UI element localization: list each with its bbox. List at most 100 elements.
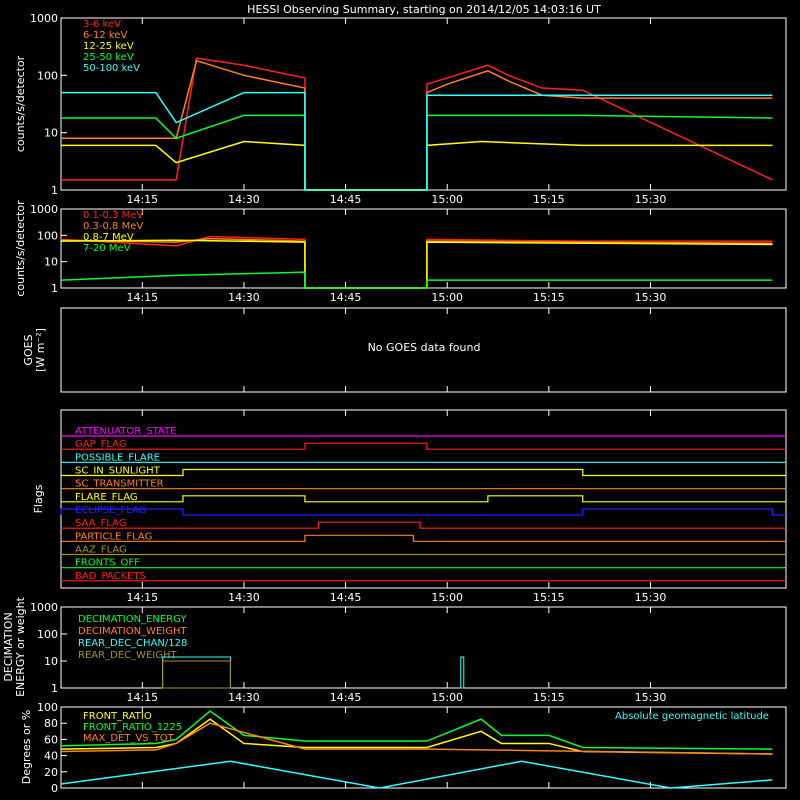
x-tick-label: 15:00 bbox=[431, 291, 463, 304]
y-tick-label: 0 bbox=[51, 782, 58, 795]
y-axis-label: counts/s/detector bbox=[14, 55, 27, 152]
flag-label: AAZ_FLAG bbox=[75, 545, 127, 556]
legend-item: 12-25 keV bbox=[83, 41, 134, 52]
rear-dec-weight-box bbox=[162, 660, 231, 689]
flag-label: FLARE_FLAG bbox=[75, 492, 138, 503]
legend-item: 0.1-0.3 MeV bbox=[83, 210, 143, 221]
y-axis-label: counts/s/detector bbox=[14, 200, 27, 297]
series-line-0-8-7-mev bbox=[60, 239, 773, 289]
y-tick-label: 10 bbox=[44, 127, 58, 140]
y-tick-label: 1000 bbox=[30, 12, 58, 25]
flag-line bbox=[61, 495, 786, 503]
x-tick-label: 14:15 bbox=[126, 193, 158, 206]
x-tick-label: 14:45 bbox=[330, 591, 362, 604]
flag-label: ECLIPSE_FLAG bbox=[75, 505, 146, 516]
series-line-3-6-kev bbox=[61, 57, 773, 191]
x-tick-label: 15:15 bbox=[533, 691, 565, 704]
legend-item: 0.3-0.8 MeV bbox=[83, 221, 143, 232]
panel-frame-p5 bbox=[60, 606, 787, 689]
flag-label: ATTENUATOR_STATE bbox=[75, 426, 176, 437]
y-tick-label: 100 bbox=[37, 628, 58, 641]
flag-line bbox=[61, 534, 786, 542]
flag-line bbox=[61, 468, 786, 477]
legend-item: FRONT_RATIO bbox=[83, 711, 152, 722]
y-axis-label: Flags bbox=[32, 484, 45, 513]
y-tick-label: 100 bbox=[37, 69, 58, 82]
x-tick-label: 15:00 bbox=[431, 193, 463, 206]
x-tick-label: 15:30 bbox=[635, 591, 667, 604]
y-axis-label: Degrees or % bbox=[20, 710, 33, 784]
x-tick-label: 14:45 bbox=[330, 291, 362, 304]
x-tick-label: 15:30 bbox=[635, 291, 667, 304]
y-tick-label: 20 bbox=[44, 766, 58, 779]
x-tick-label: 15:30 bbox=[635, 193, 667, 206]
x-tick-label: 14:15 bbox=[126, 691, 158, 704]
panel-frame-p4 bbox=[60, 409, 787, 589]
x-tick-label: 15:00 bbox=[431, 591, 463, 604]
panel-frame-p3 bbox=[60, 307, 787, 393]
y-axis-label: DECIMATION bbox=[2, 612, 15, 681]
panel-frame-p6 bbox=[60, 706, 787, 789]
series-line-max-det-vs-tot bbox=[60, 722, 773, 755]
series-line-12-25-kev bbox=[61, 140, 773, 191]
legend-item: MAX_DET_VS_TOT bbox=[83, 733, 175, 744]
series-line-6-12-kev bbox=[61, 59, 773, 191]
y-tick-label: 1000 bbox=[30, 203, 58, 216]
x-tick-label: 14:30 bbox=[228, 291, 260, 304]
y-tick-label: 100 bbox=[37, 701, 58, 714]
flag-line bbox=[61, 521, 786, 529]
legend-item: 0.8-7 MeV bbox=[83, 232, 134, 243]
geomagnetic-latitude-label: Absolute geomagnetic latitude bbox=[615, 711, 769, 722]
legend-item: 6-12 keV bbox=[83, 30, 127, 41]
series-line-front-ratio-1225 bbox=[60, 710, 773, 750]
x-tick-label: 14:15 bbox=[126, 291, 158, 304]
x-tick-label: 14:30 bbox=[228, 691, 260, 704]
y-axis-label: ENERGY or weight bbox=[14, 596, 27, 696]
panels: 14:15 14:30 14:45 15:00 15:15 15:30 14:15 14:30… bbox=[2, 12, 787, 795]
y-tick-label: 80 bbox=[44, 717, 58, 730]
y-tick-label: 60 bbox=[44, 733, 58, 746]
legend-item: REAR_DEC_WEIGHT bbox=[78, 650, 177, 661]
y-tick-label: 1 bbox=[51, 184, 58, 197]
legend-item: DECIMATION_WEIGHT bbox=[78, 626, 187, 637]
x-tick-label: 14:15 bbox=[126, 591, 158, 604]
y-tick-label: 10 bbox=[44, 655, 58, 668]
x-tick-label: 14:30 bbox=[228, 591, 260, 604]
flag-label: SAA_FLAG bbox=[75, 518, 126, 529]
flag-label: FRONTS_OFF bbox=[75, 558, 140, 569]
legend-item: DECIMATION_ENERGY bbox=[78, 614, 187, 625]
y-tick-label: 10 bbox=[44, 256, 58, 269]
x-tick-label: 14:30 bbox=[228, 193, 260, 206]
y-tick-label: 100 bbox=[37, 229, 58, 242]
goes-message: No GOES data found bbox=[368, 341, 481, 354]
flag-label: GAP_FLAG bbox=[75, 439, 127, 450]
series-line-7-20-mev bbox=[60, 271, 773, 289]
x-tick-label: 14:45 bbox=[330, 691, 362, 704]
y-tick-label: 1 bbox=[51, 682, 58, 695]
flag-label: SC_IN_SUNLIGHT bbox=[75, 466, 161, 477]
y-tick-label: 1 bbox=[51, 282, 58, 295]
rear-dec-chan-spike bbox=[460, 656, 465, 689]
legend-item: 7-20 MeV bbox=[83, 243, 131, 254]
panel-frame-p1 bbox=[60, 17, 787, 191]
x-tick-label: 15:30 bbox=[635, 691, 667, 704]
legend-item: 3-6 keV bbox=[83, 19, 121, 30]
series-line-50-100-kev bbox=[61, 91, 773, 191]
x-tick-label: 15:00 bbox=[431, 691, 463, 704]
y-tick-label: 40 bbox=[44, 750, 58, 763]
legend-item: FRONT_RATIO_1225 bbox=[83, 722, 182, 733]
series-line-25-50-kev bbox=[61, 114, 773, 191]
legend-item: REAR_DEC_CHAN/128 bbox=[78, 638, 187, 649]
flag-label: BAD_PACKETS bbox=[75, 571, 146, 582]
flag-line bbox=[60, 508, 786, 516]
flag-label: PARTICLE_FLAG bbox=[75, 531, 152, 542]
flag-label: SC_TRANSMITTER bbox=[75, 479, 164, 490]
rear-dec-chan-box bbox=[162, 656, 231, 689]
flag-line bbox=[61, 442, 786, 450]
x-tick-label: 15:15 bbox=[533, 291, 565, 304]
y-tick-label: 1000 bbox=[30, 601, 58, 614]
x-tick-label: 15:15 bbox=[533, 193, 565, 206]
chart-title: HESSI Observing Summary, starting on 201… bbox=[247, 3, 601, 16]
flag-label: POSSIBLE_FLARE bbox=[75, 452, 160, 463]
